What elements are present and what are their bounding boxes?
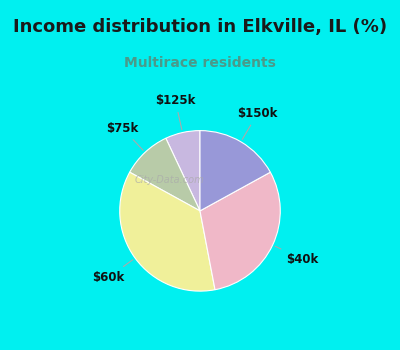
Wedge shape bbox=[200, 172, 280, 290]
Text: $60k: $60k bbox=[92, 260, 133, 284]
Text: Multirace residents: Multirace residents bbox=[124, 56, 276, 70]
Wedge shape bbox=[166, 131, 200, 211]
Wedge shape bbox=[120, 172, 215, 291]
Text: Income distribution in Elkville, IL (%): Income distribution in Elkville, IL (%) bbox=[13, 18, 387, 36]
Text: $125k: $125k bbox=[155, 94, 196, 130]
Wedge shape bbox=[200, 131, 270, 211]
Text: $75k: $75k bbox=[106, 122, 143, 150]
Text: $150k: $150k bbox=[238, 107, 278, 139]
Wedge shape bbox=[130, 138, 200, 211]
Text: City-Data.com: City-Data.com bbox=[134, 175, 204, 185]
Text: $40k: $40k bbox=[275, 246, 318, 266]
